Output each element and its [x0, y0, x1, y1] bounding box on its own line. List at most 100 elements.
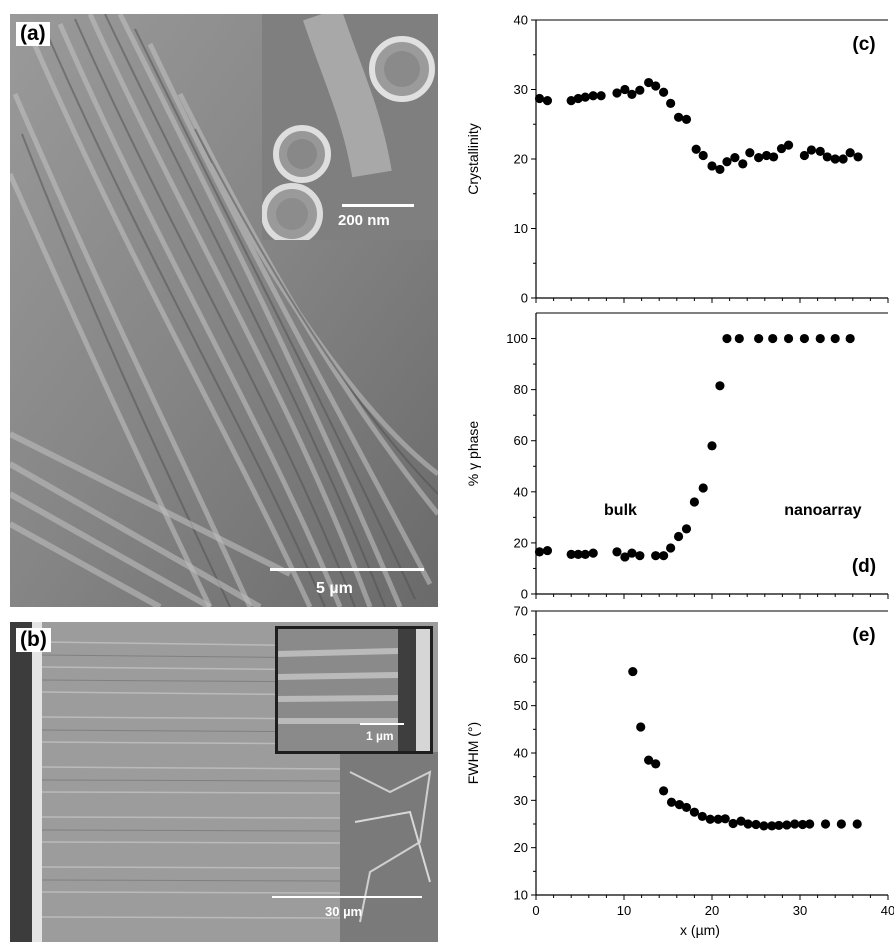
chart-0-data-point: [838, 154, 848, 164]
chart-2-data-point: [836, 819, 846, 829]
chart-0-data-point: [534, 93, 545, 104]
chart-1-data-point: [588, 548, 598, 558]
sem-image-a: 200 nm (a) 5 µm: [10, 14, 438, 607]
chart-2-x-tick-label: 10: [617, 903, 631, 918]
chart-0-data-point: [681, 114, 692, 124]
chart-2-y-axis-label: FWHM (°): [465, 722, 481, 784]
chart-2-data-point: [736, 816, 746, 826]
chart-0-data-point: [644, 77, 654, 88]
chart-2-y-tick-label: 50: [514, 698, 528, 713]
chart-2-y-tick-label: 60: [514, 651, 528, 666]
chart-2-data-point: [689, 807, 700, 817]
chart-1-data-point: [799, 333, 810, 344]
chart-1-data-point: [534, 547, 545, 557]
chart-2-data-point: [820, 819, 831, 829]
chart-1-data-point: [659, 551, 669, 561]
chart-1-data-point: [707, 441, 717, 451]
inset-texture-a: [262, 14, 438, 240]
chart-0-panel-label: (c): [852, 34, 875, 55]
sem-image-b: 1 µm (b) 30 µm: [10, 622, 438, 942]
chart-1-data-point: [689, 497, 700, 507]
chart-2-y-tick-label: 10: [514, 888, 528, 903]
chart-0-y-tick-label: 20: [514, 152, 528, 167]
panel-label-a: (a): [16, 22, 50, 46]
chart-2-y-tick-label: 30: [514, 793, 528, 808]
inset-scale-label-a: 200 nm: [338, 212, 390, 229]
chart-2-data-point: [728, 818, 738, 829]
chart-0-data-point: [738, 159, 748, 169]
chart-2-data-point: [767, 821, 777, 831]
chart-2-data-point: [782, 820, 792, 830]
chart-1-panel-label: (d): [852, 556, 876, 577]
chart-1-data-point: [845, 333, 855, 344]
chart-2-data-point: [798, 819, 808, 830]
chart-1-y-tick-label: 0: [521, 587, 528, 602]
chart-1-data-point: [768, 333, 778, 344]
chart-0-y-tick-label: 0: [521, 291, 528, 306]
chart-0-data-point: [761, 150, 772, 161]
scale-label-b: 30 µm: [325, 904, 363, 919]
chart-0-data-point: [853, 152, 863, 162]
chart-0-data-point: [651, 81, 661, 91]
chart-2-x-axis-label: x (µm): [680, 922, 720, 938]
chart-1-data-point: [673, 531, 684, 542]
chart-2-x-tick-label: 40: [881, 903, 894, 918]
chart-0-data-point: [776, 143, 787, 154]
chart-2-x-tick-label: 0: [532, 903, 539, 918]
chart-1-annotation: nanoarray: [784, 502, 861, 519]
chart-2-data-point: [674, 799, 685, 810]
chart-2-data-point: [697, 811, 707, 822]
chart-0-data-point: [815, 146, 825, 156]
chart-1-data-point: [734, 333, 744, 344]
chart-0-data-point: [580, 92, 590, 102]
chart-2-data-point: [636, 722, 646, 732]
sem-inset-b: 1 µm: [275, 626, 433, 754]
sem-inset-a: 200 nm: [262, 14, 438, 240]
chart-0-data-point: [730, 153, 740, 163]
chart-0-data-point: [799, 150, 810, 161]
chart-0-data-point: [635, 85, 645, 95]
chart-0-data-point: [722, 157, 732, 167]
chart-2-data-point: [743, 819, 753, 829]
chart-1-y-tick-label: 100: [506, 331, 528, 346]
chart-0-y-tick-label: 40: [514, 13, 528, 28]
chart-1-data-point: [815, 333, 825, 344]
chart-0-data-point: [588, 91, 598, 101]
chart-1-y-tick-label: 20: [514, 535, 528, 550]
chart-1-data-point: [715, 381, 725, 391]
chart-1-data-point: [722, 333, 732, 344]
chart-2-data-point: [659, 786, 669, 796]
chart-0-data-point: [715, 164, 725, 175]
chart-2-data-point: [628, 666, 638, 677]
chart-1-data-point: [666, 543, 676, 553]
chart-1-y-tick-label: 60: [514, 433, 528, 448]
chart-0-data-point: [566, 96, 576, 106]
chart-1-y-tick-label: 40: [514, 484, 528, 499]
chart-0-data-point: [845, 148, 855, 158]
chart-0-data-point: [596, 91, 606, 101]
chart-0-data-point: [783, 140, 794, 150]
chart-0-data-point: [627, 89, 637, 99]
chart-2-y-tick-label: 20: [514, 840, 528, 855]
chart-0-data-point: [830, 154, 840, 164]
scale-label-a: 5 µm: [316, 580, 353, 597]
chart-0-y-tick-label: 30: [514, 82, 528, 97]
chart-2-data-point: [651, 759, 661, 769]
chart-1-annotation: bulk: [604, 502, 637, 519]
chart-2-data-point: [705, 814, 715, 824]
chart-0-y-tick-label: 10: [514, 221, 528, 236]
chart-2-data-point: [852, 819, 862, 829]
inset-scale-label-b: 1 µm: [366, 729, 394, 743]
chart-2-x-tick-label: 20: [705, 903, 719, 918]
chart-2-y-tick-label: 70: [514, 604, 528, 619]
chart-1-data-point: [542, 545, 553, 556]
chart-0-data-point: [745, 148, 755, 158]
panel-label-b: (b): [16, 628, 51, 652]
chart-1-data-point: [651, 551, 661, 561]
chart-2-y-tick-label: 40: [514, 746, 528, 761]
chart-0-data-point: [754, 153, 764, 163]
inset-texture-b: [278, 629, 430, 751]
chart-1-data-point: [681, 524, 692, 534]
chart-2-x-tick-label: 30: [793, 903, 807, 918]
scale-bar-a: [270, 568, 424, 571]
